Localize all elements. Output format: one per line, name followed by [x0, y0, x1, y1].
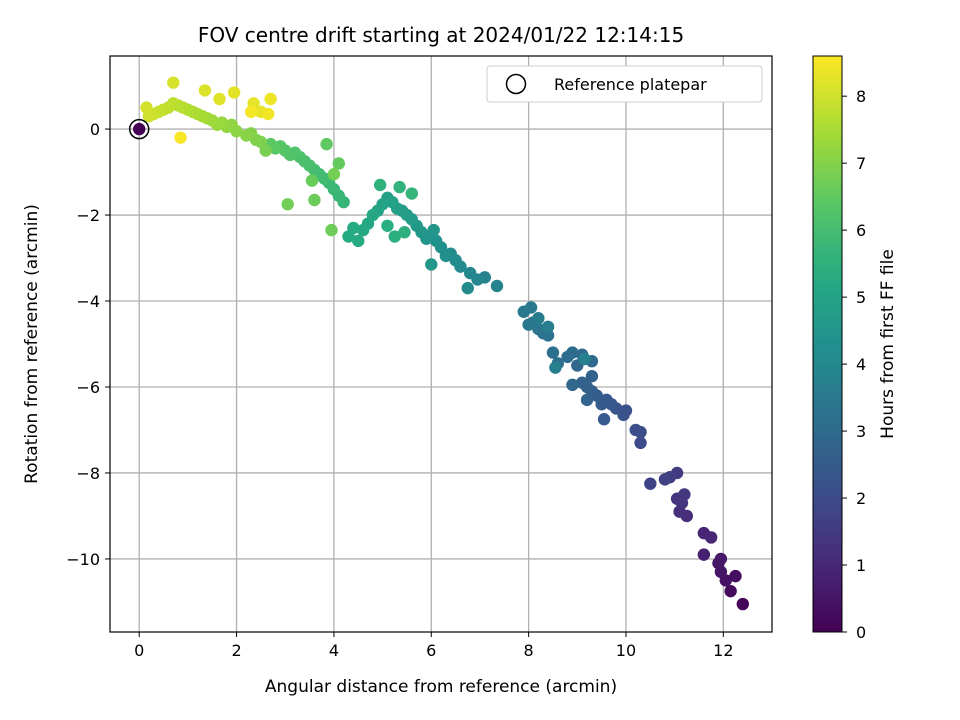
data-point	[320, 137, 333, 151]
y-tick-label: −2	[76, 206, 100, 225]
colorbar-tick-label: 5	[856, 288, 866, 307]
data-point	[305, 174, 319, 187]
data-point	[425, 258, 438, 271]
plot-frame	[109, 55, 773, 633]
reference-ring	[128, 118, 150, 140]
data-point	[464, 266, 477, 280]
data-point	[244, 105, 258, 119]
y-tick-label: −4	[76, 292, 100, 311]
data-point	[167, 76, 180, 89]
data-point	[308, 193, 321, 207]
data-point	[585, 370, 599, 383]
colorbar-tick-label: 0	[856, 623, 866, 642]
x-tick-label: 12	[713, 641, 733, 660]
data-point	[658, 473, 672, 486]
colorbar-ticks: 0 1 2 3 4 5 6 7 8	[842, 87, 866, 642]
data-point	[532, 312, 545, 325]
data-point	[541, 320, 555, 334]
colorbar-tick-label: 8	[856, 87, 866, 106]
colorbar-tick-label: 6	[856, 221, 866, 240]
data-point	[561, 350, 574, 364]
data-point	[373, 178, 387, 192]
data-point	[597, 413, 611, 426]
data-point	[332, 157, 345, 170]
data-point	[566, 378, 579, 392]
data-point	[140, 101, 153, 114]
legend-box	[486, 65, 763, 103]
chart-title: FOV centre drift starting at 2024/01/22 …	[198, 23, 684, 47]
data-point	[393, 180, 406, 194]
y-tick-label: 0	[90, 120, 100, 139]
x-tick-label: 6	[426, 641, 436, 660]
x-tick-label: 0	[134, 641, 144, 660]
data-point	[356, 223, 370, 237]
data-point	[174, 131, 187, 144]
data-point	[405, 187, 418, 200]
colorbar-tick-label: 7	[856, 154, 866, 173]
data-point	[546, 346, 560, 359]
data-point	[281, 198, 294, 211]
legend-marker	[505, 73, 527, 95]
data-point	[678, 488, 691, 501]
reference-point	[133, 122, 146, 136]
data-point	[352, 234, 365, 248]
data-point	[634, 436, 647, 450]
legend-label: Reference platepar	[554, 75, 707, 94]
data-point	[398, 226, 411, 239]
data-point	[549, 361, 562, 374]
data-point	[724, 584, 737, 598]
data-point	[427, 223, 440, 237]
y-axis-label: Rotation from reference (arcmin)	[22, 204, 42, 484]
data-point	[729, 569, 742, 583]
y-axis-ticks: 0 −2 −4 −6 −8 −10	[66, 120, 110, 569]
x-axis-label: Angular distance from reference (arcmin)	[265, 677, 617, 697]
data-point	[629, 423, 642, 437]
data-point	[325, 223, 338, 237]
data-point	[524, 301, 538, 314]
data-point	[578, 352, 591, 366]
data-point	[264, 92, 277, 106]
colorbar-label: Hours from first FF file	[878, 249, 898, 439]
data-point	[580, 393, 594, 407]
data-points	[140, 76, 749, 611]
data-point	[261, 107, 275, 121]
colorbar-tick-label: 4	[856, 355, 866, 374]
data-point	[381, 219, 394, 232]
x-axis-ticks: 0 2 4 6 8 10 12	[134, 632, 734, 660]
colorbar	[812, 55, 843, 633]
data-point	[704, 531, 718, 544]
y-tick-label: −8	[76, 464, 100, 483]
data-point	[697, 548, 711, 561]
data-point	[388, 230, 401, 243]
colorbar-tick-label: 2	[856, 489, 866, 508]
data-point	[240, 129, 253, 142]
data-point	[213, 92, 226, 106]
data-point	[342, 230, 355, 243]
data-point	[198, 84, 212, 97]
legend: Reference platepar	[486, 65, 763, 103]
data-point	[575, 376, 589, 389]
x-tick-label: 2	[231, 641, 241, 660]
colorbar-tick-label: 3	[856, 422, 866, 441]
reference-marker-layer	[128, 118, 150, 140]
y-tick-label: −6	[76, 378, 100, 397]
data-point	[522, 318, 535, 331]
data-point	[736, 597, 749, 611]
colorbar-tick-label: 1	[856, 556, 866, 575]
data-point	[490, 279, 504, 293]
x-tick-label: 10	[616, 641, 636, 660]
data-point	[714, 552, 728, 566]
data-point	[644, 477, 657, 490]
x-tick-label: 8	[524, 641, 534, 660]
data-point	[327, 168, 341, 181]
data-point	[461, 281, 474, 295]
data-point	[227, 86, 241, 99]
x-tick-label: 4	[329, 641, 339, 660]
y-tick-label: −10	[66, 550, 100, 569]
